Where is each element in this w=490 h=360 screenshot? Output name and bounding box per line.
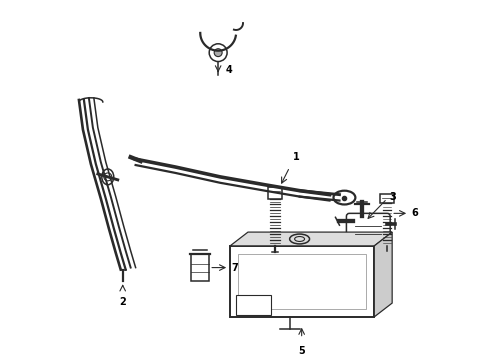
Bar (238, 254, 367, 309)
Circle shape (214, 49, 222, 57)
Bar (236, 295, 271, 315)
Bar (268, 187, 282, 199)
Bar (230, 246, 374, 317)
FancyBboxPatch shape (350, 242, 386, 267)
Polygon shape (374, 232, 392, 317)
Text: 6: 6 (411, 208, 418, 219)
Bar (191, 254, 209, 282)
Text: 5: 5 (298, 346, 305, 356)
Text: 4: 4 (226, 66, 233, 75)
Text: 2: 2 (120, 297, 126, 307)
Polygon shape (230, 232, 392, 246)
FancyBboxPatch shape (346, 213, 390, 247)
Text: 3: 3 (389, 192, 396, 202)
Text: 1: 1 (293, 152, 299, 162)
Bar (380, 194, 394, 203)
Text: 7: 7 (231, 262, 238, 273)
